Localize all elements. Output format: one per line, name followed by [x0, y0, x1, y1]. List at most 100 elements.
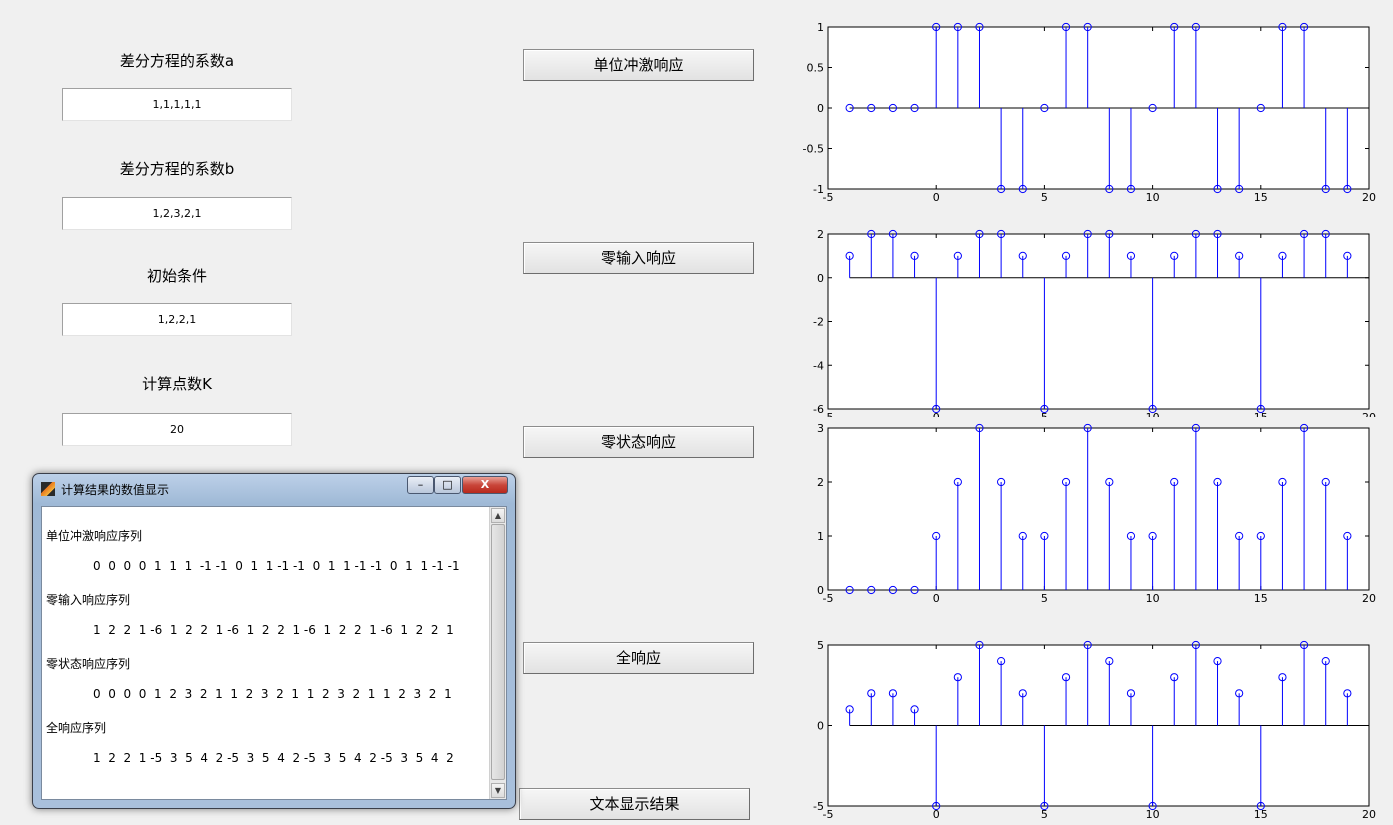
stem-marker: [1126, 251, 1136, 260]
y-tick-label: 0: [817, 272, 824, 285]
stem-marker: [1018, 251, 1027, 260]
stem-marker: [1256, 404, 1265, 414]
y-tick-label: -1: [813, 183, 824, 196]
x-tick-label: -5: [823, 808, 834, 821]
stem-marker: [1126, 531, 1136, 541]
scroll-thumb[interactable]: [491, 524, 505, 780]
y-tick-label: 1: [817, 530, 824, 543]
plot-area: [827, 427, 1370, 591]
stem-marker: [1018, 531, 1027, 541]
stem-marker: [910, 251, 919, 260]
stem-marker: [1105, 184, 1114, 194]
stem-marker: [910, 585, 919, 595]
label-point-count: 计算点数K: [142, 375, 212, 393]
y-tick-label: 1: [817, 21, 824, 34]
stem-marker: [1343, 251, 1352, 260]
x-tick-label: 0: [933, 411, 940, 417]
x-tick-label: -5: [823, 592, 834, 605]
x-tick-label: 15: [1254, 808, 1268, 821]
stem-marker: [932, 22, 941, 32]
text-display-button[interactable]: 文本显示结果: [519, 788, 750, 820]
stem-marker: [1278, 477, 1287, 487]
x-tick-label: 0: [933, 191, 940, 204]
y-tick-label: 0: [817, 584, 824, 597]
y-tick-label: -6: [813, 403, 824, 416]
zero-input-response-button[interactable]: 零输入响应: [523, 242, 754, 274]
label-initial-conditions: 初始条件: [146, 267, 207, 285]
zero-state-response-button[interactable]: 零状态响应: [523, 426, 754, 458]
minimize-button[interactable]: –: [407, 476, 434, 494]
stem-marker: [888, 689, 898, 698]
stem-marker: [1126, 184, 1136, 194]
stem-marker: [845, 103, 854, 113]
stem-marker: [1278, 251, 1287, 260]
x-tick-label: -5: [823, 191, 834, 204]
x-tick-label: 0: [933, 592, 940, 605]
stem-marker: [1105, 477, 1114, 487]
stem-marker: [1191, 22, 1200, 32]
stem-marker: [1278, 22, 1287, 32]
stem-marker: [1170, 22, 1179, 32]
stem-marker: [1299, 22, 1309, 32]
x-tick-label: 10: [1146, 411, 1160, 417]
x-tick-label: 20: [1362, 411, 1376, 417]
stem-marker: [1061, 251, 1071, 260]
stem-marker: [1040, 531, 1049, 541]
initial-conditions-input[interactable]: 1,2,2,1: [62, 303, 292, 336]
zero-input-sequence-values: 1 2 2 1 -6 1 2 2 1 -6 1 2 2 1 -6 1 2 2 1…: [93, 623, 454, 637]
result-text-area[interactable]: 单位冲激响应序列 0 0 0 0 1 1 1 -1 -1 0 1 1 -1 -1…: [41, 506, 507, 800]
stem-marker: [1105, 229, 1114, 239]
stem-marker: [1321, 657, 1330, 666]
result-dialog: 计算结果的数值显示 – □ X 单位冲激响应序列 0 0 0 0 1 1 1 -…: [32, 473, 516, 809]
stem-marker: [1213, 657, 1222, 666]
stem-marker: [1083, 423, 1092, 433]
stem-marker: [1256, 103, 1265, 113]
x-tick-label: 20: [1362, 191, 1376, 204]
stem-marker: [1170, 673, 1179, 682]
stem-marker: [997, 477, 1006, 487]
stem-marker: [1256, 531, 1265, 541]
x-tick-label: 10: [1146, 808, 1160, 821]
point-count-input[interactable]: 20: [62, 413, 292, 446]
stem-marker: [1040, 404, 1049, 414]
close-button[interactable]: X: [462, 476, 508, 494]
stem-marker: [845, 585, 854, 595]
stem-marker: [1126, 689, 1136, 698]
stem-marker: [1018, 689, 1027, 698]
coef-b-input[interactable]: 1,2,3,2,1: [62, 197, 292, 230]
y-tick-label: 2: [817, 476, 824, 489]
dialog-title: 计算结果的数值显示: [61, 483, 170, 497]
label-coef-b: 差分方程的系数b: [119, 160, 235, 178]
x-tick-label: 10: [1146, 592, 1160, 605]
stem-marker: [1321, 184, 1330, 194]
x-tick-label: 10: [1146, 191, 1160, 204]
stem-marker: [932, 404, 941, 414]
scroll-up-arrow-icon[interactable]: ▲: [491, 508, 505, 523]
y-tick-label: 5: [817, 639, 824, 652]
stem-marker: [1061, 477, 1071, 487]
stem-marker: [910, 705, 919, 714]
stem-marker: [975, 229, 984, 239]
stem-marker: [997, 184, 1006, 194]
scroll-down-arrow-icon[interactable]: ▼: [491, 783, 505, 798]
y-tick-label: -4: [813, 359, 824, 372]
stem-marker: [1105, 657, 1114, 666]
coef-a-input[interactable]: 1,1,1,1,1: [62, 88, 292, 121]
zero-input-response-plot: -5 0 5 10 15 20 -6 -4 -2 0 2: [813, 228, 1376, 417]
full-response-button[interactable]: 全响应: [523, 642, 754, 674]
stem-marker: [953, 477, 962, 487]
vertical-scrollbar[interactable]: ▲ ▼: [489, 507, 506, 799]
stem-marker: [888, 229, 898, 239]
stem-marker: [975, 423, 984, 433]
maximize-button[interactable]: □: [434, 476, 461, 494]
stem-marker: [1170, 477, 1179, 487]
stem-marker: [1235, 251, 1244, 260]
x-tick-label: 20: [1362, 592, 1376, 605]
stem-marker: [1235, 184, 1244, 194]
stem-marker: [1061, 22, 1071, 32]
y-tick-label: -0.5: [803, 143, 824, 156]
impulse-response-button[interactable]: 单位冲激响应: [523, 49, 754, 81]
full-sequence-label: 全响应序列: [46, 721, 107, 735]
y-tick-label: -2: [813, 316, 824, 329]
